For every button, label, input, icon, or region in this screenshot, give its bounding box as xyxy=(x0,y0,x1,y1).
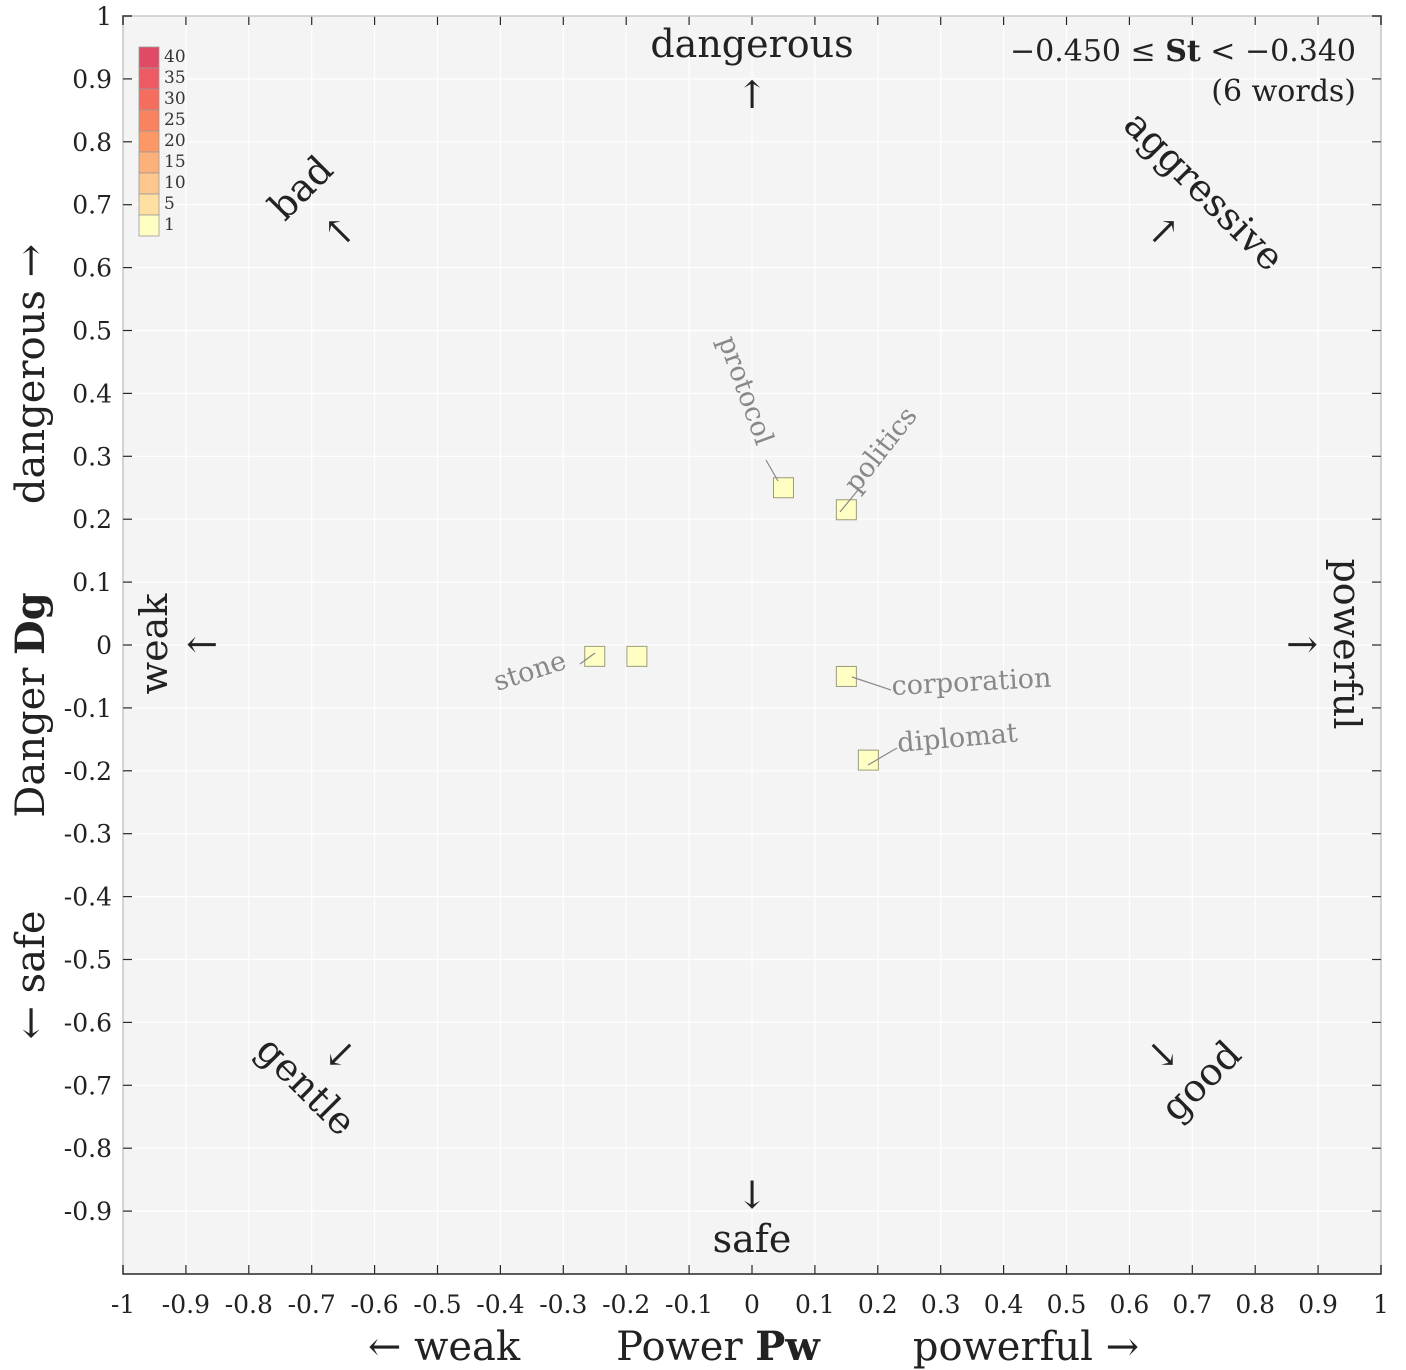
x-tick-label: 0.9 xyxy=(1298,1290,1338,1319)
legend-label: 15 xyxy=(164,152,186,172)
x-tick-label: -0.8 xyxy=(225,1290,273,1319)
data-point xyxy=(835,499,857,521)
legend-label: 10 xyxy=(164,173,186,193)
x-tick-label: 0.2 xyxy=(858,1290,898,1319)
data-point xyxy=(584,645,606,667)
y-tick-label: -0.1 xyxy=(64,694,112,723)
legend-swatch xyxy=(138,130,160,153)
x-tick-label: -0.3 xyxy=(539,1290,587,1319)
x-tick-label: 0 xyxy=(744,1290,760,1319)
word-leader-line xyxy=(579,652,596,665)
dir-right-arrow: → xyxy=(1286,622,1318,666)
y-tick-label: -0.9 xyxy=(64,1197,112,1226)
y-tick-label: 0.1 xyxy=(72,568,112,597)
legend-swatch xyxy=(138,46,160,69)
range-text-pre: −0.450 ≤ xyxy=(1010,34,1165,69)
data-point xyxy=(772,477,794,499)
grid xyxy=(122,15,1382,1274)
range-text-line1: −0.450 ≤ St < −0.340 xyxy=(1010,34,1356,69)
y-tick-label: 0.9 xyxy=(72,65,112,94)
y-axis-extra-top: dangerous → xyxy=(8,244,54,504)
y-tick-label: 0.7 xyxy=(72,191,112,220)
legend-swatch xyxy=(138,172,160,195)
legend-label: 40 xyxy=(164,47,186,67)
x-tick-label: -1 xyxy=(111,1290,135,1319)
y-tick-label: -0.7 xyxy=(64,1071,112,1100)
x-tick-label: 0.3 xyxy=(921,1290,961,1319)
y-tick-label: -0.4 xyxy=(64,883,112,912)
legend-swatch xyxy=(138,88,160,111)
x-tick-label: 0.5 xyxy=(1047,1290,1087,1319)
dir-left-label: weak xyxy=(132,593,176,695)
y-tick-label: 0.6 xyxy=(72,254,112,283)
dir-top-arrow: ↑ xyxy=(736,73,768,117)
y-tick-label: -0.3 xyxy=(64,820,112,849)
x-axis-title-bold: Pw xyxy=(755,1323,821,1370)
x-tick-label: 1 xyxy=(1373,1290,1389,1319)
legend-swatch xyxy=(138,214,160,237)
data-point xyxy=(857,749,879,771)
legend-swatch xyxy=(138,151,160,174)
y-tick-label: -0.8 xyxy=(64,1134,112,1163)
legend-label: 20 xyxy=(164,131,186,151)
legend-swatch xyxy=(138,193,160,216)
y-axis-title-prefix: Danger xyxy=(8,655,54,818)
y-tick-label: -0.6 xyxy=(64,1008,112,1037)
x-tick-labels: -1 -0.9 -0.8 -0.7 -0.6 -0.5 -0.4 -0.3 -0.2 -0.1 0 0… xyxy=(111,1290,1389,1319)
y-tick-labels: 1 0.9 0.8 0.7 0.6 0.5 0.4 0.3 0.2 0.1 0 -0.1 -0.2 -0.… xyxy=(64,2,112,1226)
x-axis-extra-left: ← weak xyxy=(368,1324,521,1370)
word-leader-line xyxy=(765,459,779,482)
y-tick-label: -0.2 xyxy=(64,757,112,786)
y-tick-label: 0.5 xyxy=(72,317,112,346)
x-tick-label: -0.7 xyxy=(288,1290,336,1319)
y-tick-label: 0.3 xyxy=(72,442,112,471)
x-tick-label: 0.1 xyxy=(795,1290,835,1319)
y-axis-title: Danger Dg xyxy=(7,592,54,817)
legend-label: 35 xyxy=(164,68,186,88)
y-tick-label: 1 xyxy=(96,2,112,31)
x-tick-label: -0.2 xyxy=(602,1290,650,1319)
word-leader-line xyxy=(851,676,892,691)
y-tick-label: 0.2 xyxy=(72,505,112,534)
x-tick-label: 0.6 xyxy=(1110,1290,1150,1319)
x-axis-title: Power Pw xyxy=(616,1323,821,1370)
y-tick-label: 0 xyxy=(96,631,112,660)
x-tick-label: -0.1 xyxy=(665,1290,713,1319)
x-tick-label: -0.6 xyxy=(350,1290,398,1319)
x-tick-label: 0.8 xyxy=(1235,1290,1275,1319)
dir-right-label: powerful xyxy=(1325,558,1369,729)
range-text-bold: St xyxy=(1165,34,1201,69)
dir-bottom-label: safe xyxy=(713,1217,792,1261)
legend-label: 25 xyxy=(164,110,186,130)
legend-swatch xyxy=(138,109,160,132)
range-text-post: < −0.340 xyxy=(1201,34,1356,69)
word-leader-line xyxy=(867,747,898,766)
x-tick-label: 0.4 xyxy=(984,1290,1024,1319)
y-axis-extra-bottom: ← safe xyxy=(8,910,54,1039)
x-axis-extra-right: powerful → xyxy=(913,1324,1139,1370)
data-point xyxy=(835,665,857,687)
x-tick-label: 0.7 xyxy=(1172,1290,1212,1319)
y-tick-label: 0.8 xyxy=(72,128,112,157)
dir-left-arrow: ← xyxy=(186,622,218,666)
legend-label: 30 xyxy=(164,89,186,109)
word-leader-line xyxy=(839,489,859,513)
range-text-line2: (6 words) xyxy=(1211,74,1356,109)
x-tick-label: -0.9 xyxy=(162,1290,210,1319)
x-axis-title-prefix: Power xyxy=(616,1324,755,1370)
dir-bottom-arrow: ↓ xyxy=(736,1173,768,1217)
legend-label: 1 xyxy=(164,215,175,235)
legend-swatch xyxy=(138,67,160,90)
dir-top-label: dangerous xyxy=(650,22,853,66)
y-tick-label: -0.5 xyxy=(64,946,112,975)
y-tick-label: 0.4 xyxy=(72,379,112,408)
x-tick-label: -0.4 xyxy=(476,1290,524,1319)
y-axis-title-bold: Dg xyxy=(7,592,54,655)
data-point xyxy=(626,645,648,667)
legend-label: 5 xyxy=(164,194,175,214)
x-tick-label: -0.5 xyxy=(413,1290,461,1319)
